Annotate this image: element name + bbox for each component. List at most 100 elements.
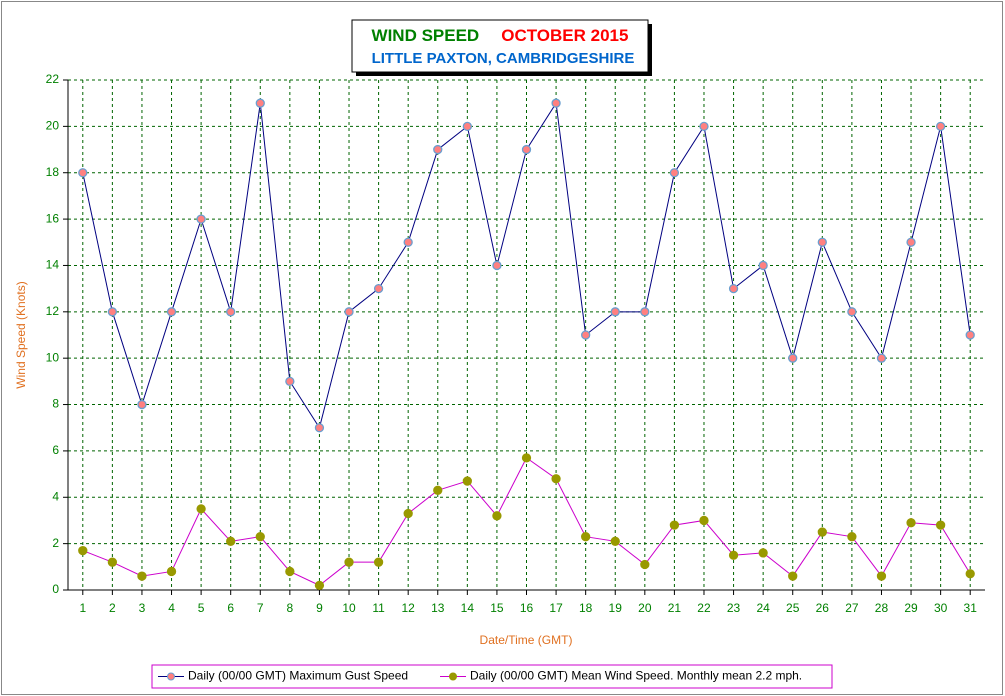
x-tick-label: 8 [287, 601, 294, 615]
data-point [492, 511, 502, 521]
y-axis-label: Wind Speed (Knots) [14, 281, 28, 388]
x-tick-label: 14 [461, 601, 475, 615]
data-point [610, 536, 620, 546]
y-tick-label: 20 [46, 119, 60, 133]
y-tick-label: 10 [46, 350, 60, 364]
data-point [728, 283, 739, 294]
x-tick-label: 18 [579, 601, 593, 615]
data-point [758, 548, 768, 558]
data-point [78, 168, 88, 178]
x-tick-label: 30 [934, 601, 948, 615]
title-main: WIND SPEED [372, 26, 480, 45]
data-point [876, 571, 887, 581]
x-tick-label: 2 [109, 601, 116, 615]
x-tick-label: 19 [609, 601, 623, 615]
data-point [344, 557, 354, 567]
data-point [581, 330, 591, 340]
x-tick-label: 17 [549, 601, 563, 615]
data-point [314, 580, 325, 591]
x-tick-label: 16 [520, 601, 534, 615]
legend-label: Daily (00/00 GMT) Mean Wind Speed. Month… [470, 669, 802, 683]
x-tick-label: 11 [372, 601, 385, 615]
data-point [462, 121, 472, 132]
x-tick-label: 12 [401, 601, 415, 615]
data-point [935, 121, 946, 132]
x-tick-label: 6 [227, 601, 234, 615]
data-point [669, 168, 680, 178]
title-date: OCTOBER 2015 [501, 26, 628, 45]
data-point [551, 98, 561, 108]
data-point [196, 214, 206, 224]
data-point [255, 98, 265, 108]
x-tick-label: 28 [875, 601, 889, 615]
data-point [669, 520, 680, 530]
data-point [492, 260, 502, 271]
data-point [137, 399, 147, 410]
data-point [551, 474, 561, 484]
data-point [403, 237, 413, 247]
data-point [817, 237, 827, 247]
data-point [433, 485, 443, 495]
data-point [788, 353, 798, 363]
data-point [935, 520, 946, 530]
data-point [166, 307, 177, 317]
data-point [640, 307, 650, 317]
data-point [373, 557, 384, 567]
data-point [285, 566, 295, 577]
y-tick-label: 12 [46, 304, 60, 318]
data-point [107, 307, 118, 317]
data-point [166, 566, 177, 577]
x-tick-label: 29 [904, 601, 918, 615]
data-point [314, 423, 325, 433]
data-point [107, 557, 118, 567]
data-point [344, 307, 354, 317]
data-point [699, 515, 709, 526]
y-tick-label: 2 [52, 536, 59, 550]
x-tick-label: 4 [168, 601, 175, 615]
data-point [226, 307, 236, 317]
data-point [521, 453, 532, 463]
data-point [728, 550, 739, 560]
y-tick-label: 14 [46, 258, 60, 272]
data-point [699, 121, 709, 132]
data-point [876, 353, 887, 363]
x-tick-label: 10 [342, 601, 356, 615]
data-point [78, 545, 88, 556]
x-tick-label: 3 [139, 601, 146, 615]
data-point [847, 307, 857, 317]
y-tick-label: 22 [46, 72, 60, 86]
data-point [137, 571, 147, 581]
data-point [433, 144, 443, 155]
x-tick-label: 7 [257, 601, 264, 615]
data-point [285, 376, 295, 387]
x-tick-label: 27 [845, 601, 859, 615]
data-point [758, 260, 768, 271]
data-point [906, 237, 916, 247]
x-tick-label: 25 [786, 601, 800, 615]
title-box [351, 19, 649, 73]
x-tick-label: 21 [668, 601, 682, 615]
legend-marker [167, 672, 175, 681]
y-tick-label: 18 [46, 165, 60, 179]
data-point [906, 518, 916, 528]
data-point [196, 504, 206, 514]
data-point [403, 508, 413, 519]
x-tick-label: 13 [431, 601, 445, 615]
data-point [521, 144, 532, 155]
y-tick-label: 4 [52, 489, 59, 503]
x-axis-label: Date/Time (GMT) [480, 633, 573, 647]
legend-box [151, 664, 833, 689]
x-tick-label: 23 [727, 601, 741, 615]
y-tick-label: 0 [52, 582, 59, 596]
x-tick-label: 22 [697, 601, 711, 615]
data-point [255, 532, 265, 542]
data-point [788, 571, 798, 581]
data-point [610, 307, 620, 317]
title: WIND SPEED OCTOBER 2015 [372, 26, 629, 45]
data-point [847, 532, 857, 542]
x-tick-label: 31 [964, 601, 978, 615]
y-tick-label: 16 [46, 211, 60, 225]
